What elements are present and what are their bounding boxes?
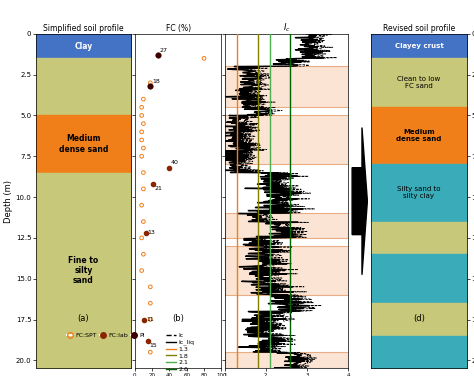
Point [138, 129, 146, 135]
Text: 15: 15 [149, 343, 157, 348]
Point [138, 153, 146, 159]
Title: Revised soil profile: Revised soil profile [383, 24, 455, 33]
Point [138, 235, 146, 241]
Bar [225, 214, 348, 238]
Text: 27: 27 [160, 48, 168, 53]
Point [146, 83, 154, 89]
Point [138, 112, 146, 118]
Text: Clay: Clay [74, 42, 92, 51]
Text: Clayey crust: Clayey crust [394, 43, 443, 49]
Point [142, 230, 150, 236]
Text: 21: 21 [155, 186, 163, 191]
Point [146, 300, 154, 306]
Point [146, 83, 154, 89]
Text: (c): (c) [281, 314, 292, 323]
Text: 13: 13 [148, 230, 155, 235]
Point [146, 284, 154, 290]
Point [139, 186, 147, 192]
Polygon shape [352, 127, 367, 275]
Point [139, 251, 147, 257]
Point [144, 338, 152, 344]
Text: (a): (a) [78, 314, 89, 323]
Text: Medium
dense sand: Medium dense sand [396, 129, 442, 143]
Point [138, 137, 146, 143]
Point [201, 55, 208, 61]
Point [146, 80, 154, 86]
Bar [225, 115, 348, 164]
Bar [225, 246, 348, 295]
Bar [225, 67, 348, 107]
Text: Silty sand to
silty clay: Silty sand to silty clay [397, 186, 441, 200]
Y-axis label: Depth (m): Depth (m) [4, 180, 13, 223]
Text: Medium
dense sand: Medium dense sand [59, 134, 108, 154]
Title: FC (%): FC (%) [165, 24, 191, 33]
Text: Fine to
silty
sand: Fine to silty sand [68, 256, 99, 285]
Text: Clean to low
FC sand: Clean to low FC sand [397, 76, 441, 89]
Point [138, 104, 146, 110]
Point [139, 96, 147, 102]
Text: 18: 18 [152, 79, 160, 84]
Title: $I_c$: $I_c$ [283, 21, 290, 34]
Point [139, 121, 147, 127]
Text: (b): (b) [172, 314, 184, 323]
Point [155, 52, 162, 58]
Point [140, 317, 148, 323]
Bar [225, 352, 348, 368]
Point [139, 170, 147, 176]
Legend: Ic, Ic_liq, 1.3, 1.8, 2.1, 2.6: Ic, Ic_liq, 1.3, 1.8, 2.1, 2.6 [164, 330, 197, 374]
Point [149, 181, 157, 187]
Text: 11: 11 [146, 317, 154, 322]
Point [155, 52, 162, 58]
Point [165, 165, 173, 171]
Point [139, 218, 147, 224]
Point [146, 349, 154, 355]
Text: 40: 40 [171, 160, 179, 165]
Point [138, 268, 146, 274]
Point [138, 202, 146, 208]
Point [146, 317, 154, 323]
Point [139, 145, 147, 151]
Title: Simplified soil profile: Simplified soil profile [43, 24, 124, 33]
Text: (d): (d) [413, 314, 425, 323]
